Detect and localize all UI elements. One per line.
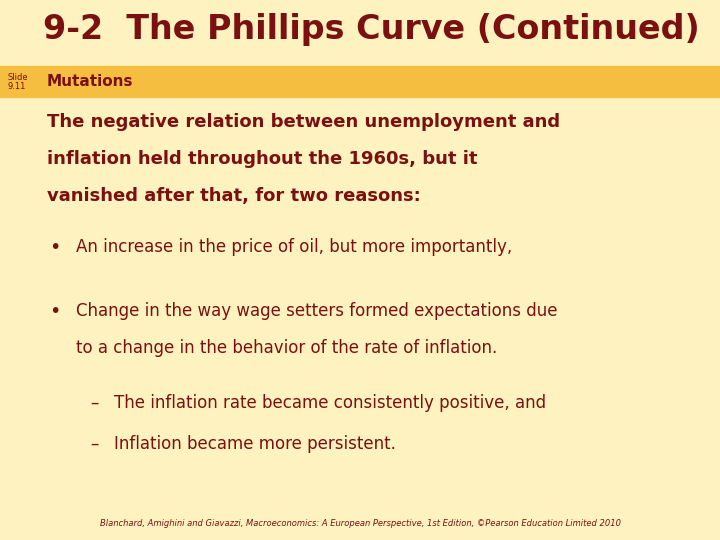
Text: The inflation rate became consistently positive, and: The inflation rate became consistently p…: [114, 394, 546, 412]
Text: –: –: [90, 435, 99, 453]
Text: An increase in the price of oil, but more importantly,: An increase in the price of oil, but mor…: [76, 238, 512, 255]
Text: 9-2  The Phillips Curve (Continued): 9-2 The Phillips Curve (Continued): [43, 13, 700, 46]
Text: –: –: [90, 394, 99, 412]
Text: Slide: Slide: [7, 73, 28, 82]
Text: Change in the way wage setters formed expectations due: Change in the way wage setters formed ex…: [76, 302, 557, 320]
Text: •: •: [49, 302, 60, 321]
Text: Blanchard, Amighini and Giavazzi, Macroeconomics: A European Perspective, 1st Ed: Blanchard, Amighini and Giavazzi, Macroe…: [99, 519, 621, 528]
Text: vanished after that, for two reasons:: vanished after that, for two reasons:: [47, 187, 420, 205]
Text: •: •: [49, 238, 60, 256]
Text: Inflation became more persistent.: Inflation became more persistent.: [114, 435, 395, 453]
Text: 9.11: 9.11: [7, 82, 26, 91]
Bar: [0, 66, 720, 97]
Text: The negative relation between unemployment and: The negative relation between unemployme…: [47, 113, 560, 131]
Text: inflation held throughout the 1960s, but it: inflation held throughout the 1960s, but…: [47, 150, 477, 168]
Text: to a change in the behavior of the rate of inflation.: to a change in the behavior of the rate …: [76, 339, 497, 357]
Text: Mutations: Mutations: [47, 75, 133, 89]
